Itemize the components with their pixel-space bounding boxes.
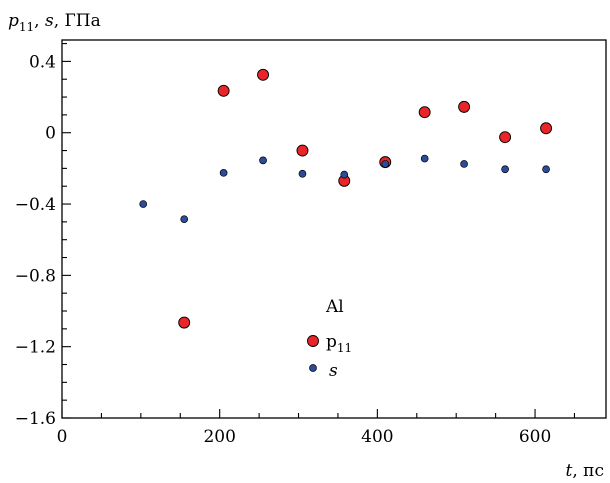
x-axis-title: t, пс [565,461,604,481]
point-p11 [540,122,553,135]
point-s [139,200,148,208]
y-tick-label: −0.4 [15,195,56,215]
legend-label-p11: p11 [326,332,352,355]
axis-ticks [61,43,576,419]
tick-labels: 0 200 400 600 0.4 0 −0.4 −0.8 −1.2 −1.6 [15,52,552,447]
point-p11 [499,131,512,144]
y-tick-label: −1.2 [15,338,56,358]
point-p11 [418,106,431,119]
point-s [340,170,349,179]
point-s [460,160,468,168]
x-tick-label: 0 [57,427,68,447]
plot-frame [61,39,607,419]
point-s [259,156,267,165]
y-tick-label: −1.6 [15,409,56,429]
data-points [139,68,553,329]
x-tick-label: 400 [361,427,393,447]
x-tick-label: 600 [519,427,551,447]
point-s [219,168,228,177]
legend-label-s: s [329,361,338,381]
y-tick-label: 0 [45,124,56,144]
point-s [381,160,390,168]
point-s [420,154,429,163]
point-p11 [458,100,471,113]
legend: Al p11 s [307,297,352,381]
point-s [298,169,307,178]
legend-marker-s [309,364,317,372]
point-s [180,215,189,224]
point-p11 [257,68,269,81]
legend-title: Al [325,297,344,317]
legend-marker-p11 [307,335,319,347]
y-tick-label: −0.8 [15,266,56,286]
y-axis-title: p11, s, ГПа [8,11,101,34]
point-s [501,165,509,174]
point-p11 [217,84,230,97]
x-tick-label: 200 [203,427,235,447]
y-tick-label: 0.4 [29,52,56,72]
point-p11 [178,316,191,329]
point-p11 [296,144,309,157]
point-s [542,165,550,174]
